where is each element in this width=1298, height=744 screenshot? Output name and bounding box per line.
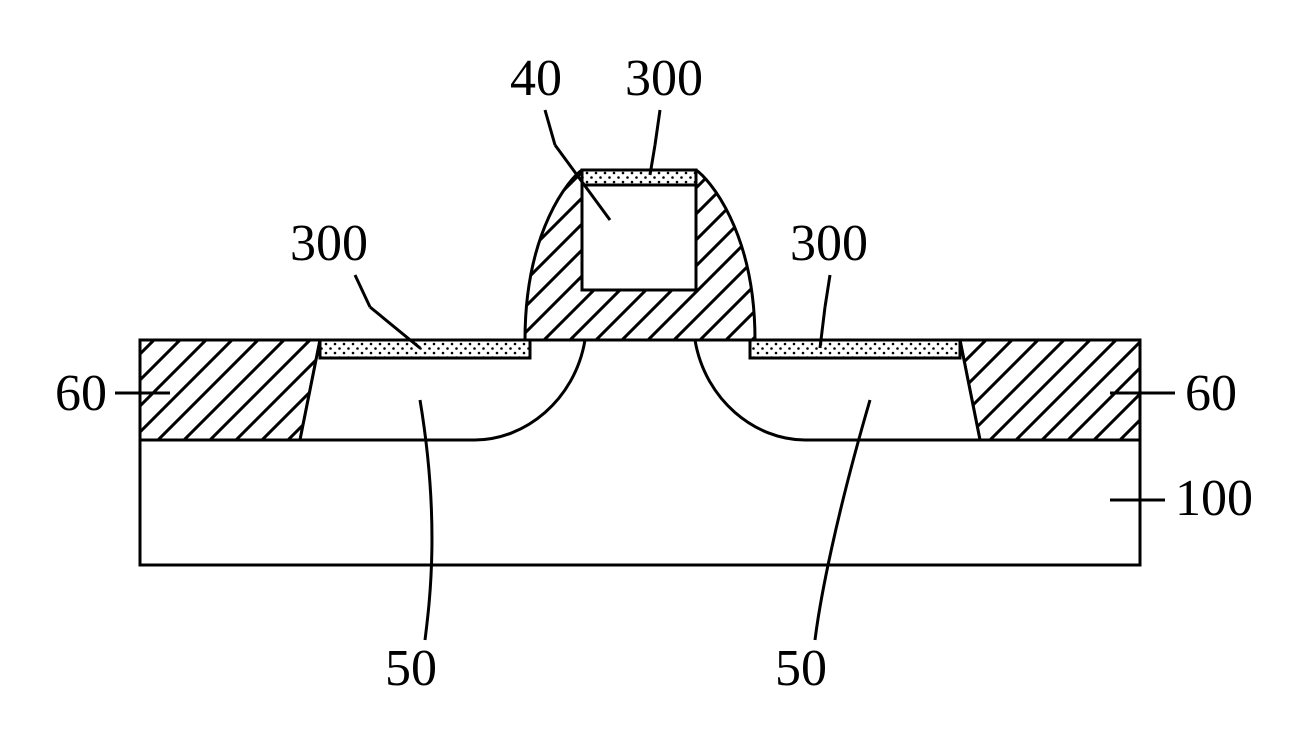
label-left_60: 60 — [55, 365, 107, 422]
label-right_300: 300 — [790, 215, 868, 272]
tick-40 — [545, 110, 555, 145]
isolation-right-60 — [960, 340, 1140, 440]
tick-300-left — [355, 275, 370, 307]
tick-300-top — [655, 110, 660, 145]
label-top_center_40: 40 — [510, 50, 562, 107]
label-right_100: 100 — [1175, 470, 1253, 527]
semiconductor-cross-section: 40 300 300 300 60 60 100 50 50 — [0, 0, 1298, 744]
label-right_60: 60 — [1185, 365, 1237, 422]
tick-300-right — [825, 275, 830, 307]
gate-40 — [582, 185, 696, 290]
label-top_center_300: 300 — [625, 50, 703, 107]
label-left_300: 300 — [290, 215, 368, 272]
label-bottom_right_50: 50 — [775, 640, 827, 697]
label-bottom_left_50: 50 — [385, 640, 437, 697]
silicide-gate-300 — [582, 170, 696, 185]
silicide-left-300 — [320, 340, 530, 358]
silicide-right-300 — [750, 340, 960, 358]
isolation-left-60 — [140, 340, 320, 440]
